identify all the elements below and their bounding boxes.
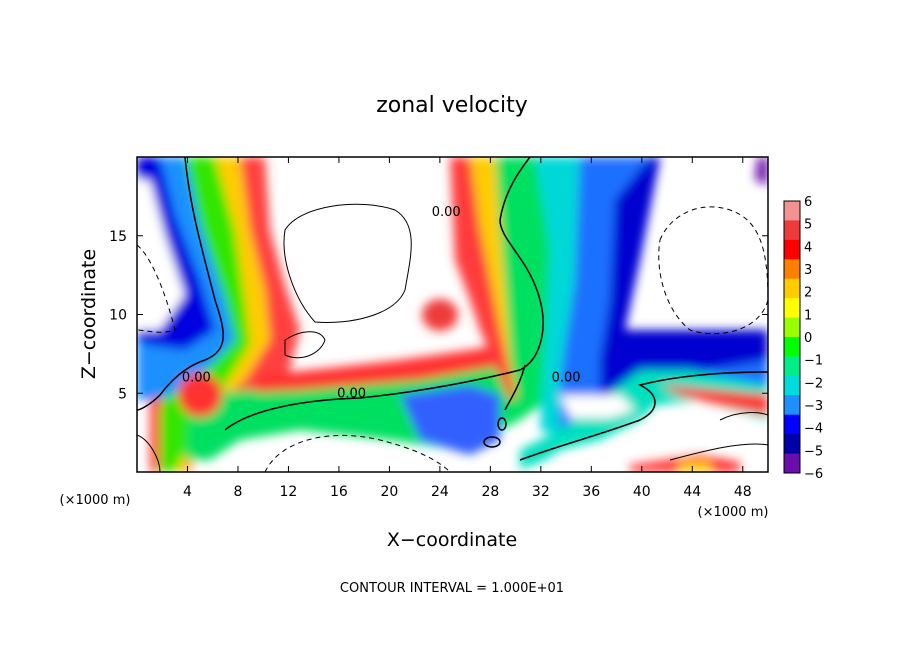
x-tick-label: 16 <box>330 484 348 500</box>
contour-short-center <box>504 364 526 411</box>
colorbar-label: 1 <box>804 308 812 323</box>
band-darkblue-right <box>600 157 768 420</box>
colorbar-swatch <box>784 356 800 377</box>
band-red-right <box>660 385 768 415</box>
colorbar: 6 5 4 3 2 1 0 −1 −2 −3 −4 −5 −6 <box>783 195 823 482</box>
x-tick-label: 48 <box>734 484 752 500</box>
contour-small-loop-2 <box>497 417 507 431</box>
contour-thin-lower-right <box>669 443 768 461</box>
contour-dashed-left <box>137 244 176 333</box>
colorbar-swatch <box>784 337 800 357</box>
band-red-mid <box>255 345 505 392</box>
colorbar-label: −4 <box>804 422 823 437</box>
band-white-left <box>137 180 185 330</box>
band-purple-topright <box>755 157 768 185</box>
colorbar-label: 4 <box>804 240 812 255</box>
colorbar-swatch <box>784 395 800 416</box>
colorbar-label: 2 <box>804 286 812 301</box>
x-tick-label: 12 <box>280 484 298 500</box>
colorbar-label: 6 <box>804 195 812 210</box>
colorbar-label: 0 <box>804 331 812 346</box>
colorbar-swatch <box>784 453 800 474</box>
chart-title: zonal velocity <box>376 93 528 118</box>
colorbar-swatch <box>784 278 800 299</box>
x-tick-label: 32 <box>532 484 550 500</box>
colorbar-label: −1 <box>804 354 823 369</box>
pink-blob <box>422 299 458 331</box>
x-tick-label: 24 <box>431 484 449 500</box>
colorbar-label: −5 <box>804 444 823 459</box>
x-tick-label: 8 <box>233 484 242 500</box>
x-tick-label: 36 <box>582 484 600 500</box>
colorbar-label: −6 <box>804 467 823 482</box>
x-axis-title: X−coordinate <box>387 529 517 551</box>
contour-label-group: 0.00 0.00 0.00 0.00 <box>182 205 581 401</box>
colorbar-swatch <box>784 220 800 241</box>
y-tick-label: 5 <box>118 386 127 402</box>
x-axis-ticks: 4 8 12 16 20 24 28 32 36 40 44 48 <box>183 157 752 500</box>
contour-label: 0.00 <box>182 371 211 386</box>
contour-loop-upper-center <box>283 203 412 323</box>
contour-thin-right <box>719 412 768 421</box>
colorbar-swatch <box>784 375 800 396</box>
colorbar-swatch <box>784 434 800 455</box>
colorbar-frame <box>783 200 801 474</box>
contour-lines-thin <box>137 203 768 472</box>
contour-zero-right <box>519 371 768 461</box>
band-yellow-bottom <box>678 462 712 472</box>
colorbar-swatch <box>784 239 800 260</box>
y-tick-label: 10 <box>109 308 127 324</box>
band-blue-mid <box>400 385 500 455</box>
x-unit-right: (×1000 m) <box>698 505 769 520</box>
contour-label: 0.00 <box>552 371 581 386</box>
contour-label: 0.00 <box>432 205 461 220</box>
y-tick-label: 15 <box>109 229 127 245</box>
footer-contour-interval: CONTOUR INTERVAL = 1.000E+01 <box>340 581 564 596</box>
warm-blob-left <box>178 373 222 417</box>
x-tick-label: 28 <box>481 484 499 500</box>
x-tick-label: 44 <box>683 484 701 500</box>
contour-label: 0.00 <box>337 386 366 401</box>
colorbar-swatch <box>784 201 800 221</box>
contour-dashed-bottom <box>264 434 451 472</box>
contour-loop-small <box>284 331 326 359</box>
colorbar-label: −3 <box>804 399 823 414</box>
contour-zero-center <box>224 157 544 431</box>
contour-lines <box>137 157 768 461</box>
y-axis-ticks: 5 10 15 <box>109 229 768 402</box>
x-tick-label: 40 <box>633 484 651 500</box>
y-axis-title: Z−coordinate <box>78 249 100 379</box>
contour-thin-lower-left <box>137 434 161 472</box>
contour-lines-dashed <box>137 206 768 472</box>
x-unit-left: (×1000 m) <box>60 493 131 508</box>
colorbar-label: −2 <box>804 376 823 391</box>
colorbar-swatch <box>784 414 800 435</box>
x-tick-label: 4 <box>183 484 192 500</box>
colorbar-swatch <box>784 317 800 338</box>
x-tick-label: 20 <box>380 484 398 500</box>
colorbar-swatch <box>784 298 800 319</box>
contour-small-loop-1 <box>483 436 501 448</box>
band-white-lens <box>560 395 635 418</box>
colorbar-label: 5 <box>804 218 812 233</box>
colorbar-swatch <box>784 259 800 280</box>
contour-zero-left <box>137 157 224 411</box>
colorbar-label: 3 <box>804 263 812 278</box>
